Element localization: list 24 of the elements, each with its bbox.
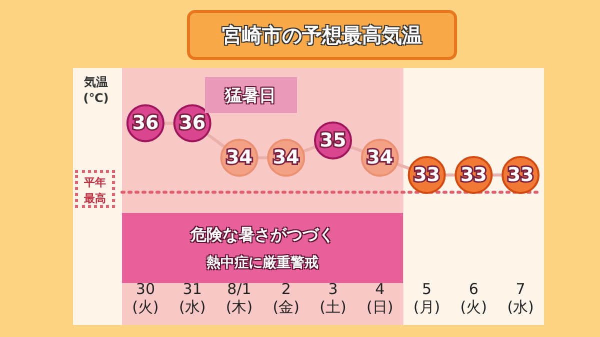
x-tick-label: 2 (金)	[272, 280, 300, 316]
data-label: 33	[460, 164, 487, 186]
chart-title: 宮崎市の予想最高気温	[187, 10, 457, 60]
data-label: 34	[272, 146, 300, 169]
data-label: 35	[320, 129, 346, 152]
data-label: 33	[507, 164, 534, 186]
data-label: 33	[414, 164, 440, 186]
y-axis-title: 気温(℃)	[82, 74, 110, 106]
text: 熱中症に厳重警戒	[206, 254, 319, 272]
x-tick-label: 5 (月)	[413, 280, 440, 316]
data-label: 36	[132, 112, 159, 134]
x-tick-label: 30 (火)	[132, 280, 159, 316]
x-tick-label: 3 (土)	[320, 280, 346, 316]
band-label: 猛暑日	[204, 77, 297, 113]
data-label: 36	[179, 112, 206, 134]
x-tick-label: 4 (日)	[366, 280, 394, 316]
ref-line-label: 平年最高	[75, 170, 115, 208]
x-tick-label: 7 (水)	[507, 280, 534, 316]
text: 危険な暑さがつづく	[190, 224, 335, 246]
data-label: 34	[226, 146, 252, 169]
x-tick-label: 31 (水)	[178, 280, 206, 316]
x-tick-label: 6 (火)	[460, 280, 488, 316]
data-label: 34	[366, 146, 394, 169]
x-tick-label: 8/1 (木)	[226, 280, 253, 316]
